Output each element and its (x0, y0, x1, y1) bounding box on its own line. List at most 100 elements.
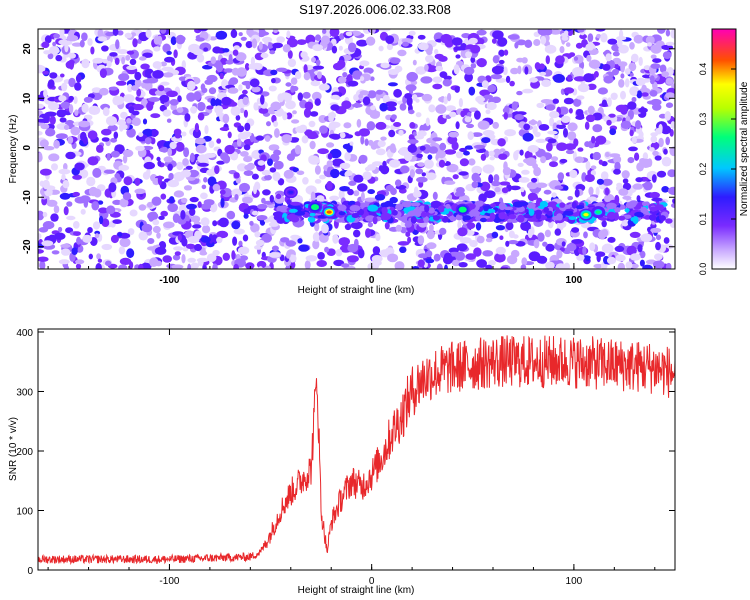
heatmap-cell (332, 234, 339, 244)
heatmap-cell (357, 248, 365, 259)
heatmap-cell (173, 128, 182, 136)
heatmap-cell (367, 90, 377, 99)
heatmap-cell (589, 242, 596, 251)
heatmap-cell (330, 168, 340, 179)
snr-panel: -100 0 100 0 100 200 300 400 Height of straight… (8, 328, 676, 596)
heatmap-cell (71, 247, 78, 255)
heatmap-cell (456, 187, 465, 194)
heatmap-cell (39, 260, 46, 269)
heatmap-cell (640, 233, 653, 243)
heatmap-cell (58, 259, 70, 265)
heatmap-cell (50, 213, 59, 222)
heatmap-cell (542, 241, 548, 247)
heatmap-cell (650, 54, 657, 60)
heatmap-cell (177, 95, 182, 103)
heatmap-cell (521, 257, 528, 266)
heatmap-cell (567, 196, 573, 201)
heatmap-cell (517, 162, 524, 167)
heatmap-cell (308, 155, 320, 165)
heatmap-cell (575, 115, 585, 120)
heatmap-cell (127, 83, 133, 93)
heatmap-band-cell (571, 201, 577, 209)
heatmap-cell (362, 171, 372, 181)
heatmap-cell (524, 66, 529, 75)
heatmap-cell (187, 80, 196, 91)
heatmap-cell (172, 254, 181, 261)
heatmap-cell (377, 140, 386, 148)
heatmap-cell (524, 39, 533, 48)
heatmap-cell (87, 156, 99, 166)
heatmap-cell (222, 113, 230, 124)
heatmap-hot-spot (460, 208, 466, 212)
heatmap-cell (220, 197, 225, 208)
heatmap-cell (203, 177, 208, 183)
heatmap-band-cell (288, 208, 298, 213)
heatmap-band-cell (506, 218, 513, 223)
heatmap-cell (598, 159, 603, 165)
heatmap-cell (488, 174, 494, 184)
heatmap-cell (146, 201, 153, 208)
heatmap-cell (547, 130, 558, 135)
heatmap-cell (92, 221, 101, 230)
heatmap-cell (141, 223, 153, 233)
heatmap-cell (661, 71, 670, 78)
heatmap-cell (629, 72, 634, 77)
snr-y-tick-label: 400 (16, 328, 33, 339)
heatmap-cell (147, 238, 155, 244)
heatmap-band-cell (546, 210, 553, 216)
heatmap-band-cell (380, 212, 392, 221)
heatmap-band-cell (659, 215, 666, 221)
heatmap-cell (491, 38, 497, 44)
heatmap-cell (488, 260, 496, 266)
heatmap-cell (491, 65, 504, 75)
heatmap-cell (451, 141, 459, 151)
heatmap-cell (620, 107, 628, 115)
heatmap-cell (378, 165, 384, 172)
heatmap-cell (517, 65, 522, 75)
heatmap-cell (285, 251, 291, 259)
heatmap-cell (454, 86, 460, 93)
heatmap-cell (482, 250, 494, 257)
heatmap-band-cell (278, 205, 289, 213)
heatmap-cell (200, 236, 211, 243)
heatmap-cell (549, 29, 562, 35)
heatmap-cell (151, 128, 158, 138)
heatmap-cell (438, 159, 446, 168)
heatmap-cell (440, 33, 452, 44)
heatmap-cell (553, 73, 565, 83)
heatmap-cell (376, 89, 383, 95)
heatmap-cell (568, 52, 576, 57)
heatmap-cell (201, 184, 207, 190)
heatmap-cell (352, 70, 363, 80)
heatmap-cell (187, 263, 192, 269)
heatmap-cell (238, 240, 243, 247)
heatmap-band-cell (359, 202, 370, 209)
heatmap-cell (448, 111, 457, 118)
heatmap-cell (667, 169, 675, 178)
heatmap-cell (231, 188, 243, 197)
heatmap-cell (521, 169, 530, 175)
heatmap-cell (582, 246, 587, 256)
heatmap-cell (531, 177, 538, 183)
heatmap-cell (161, 146, 168, 153)
heatmap-cell (561, 36, 569, 41)
heatmap-cell (432, 76, 443, 83)
heatmap-cell (497, 37, 508, 47)
heatmap-cell (120, 111, 128, 119)
heatmap-cell (329, 121, 341, 128)
heatmap-cell (245, 41, 253, 49)
heatmap-cell (174, 251, 181, 256)
heatmap-cell (435, 104, 447, 114)
heatmap-cell (258, 266, 263, 269)
heatmap-cell (304, 260, 311, 269)
heatmap-cell (621, 170, 630, 179)
heatmap-cell (51, 250, 60, 255)
heatmap-cell (261, 169, 271, 176)
heatmap-cell (58, 95, 67, 102)
heatmap-cell (254, 63, 263, 71)
heatmap-cell (183, 185, 193, 191)
heatmap-cell (264, 174, 272, 181)
heatmap-cell (310, 80, 321, 87)
heatmap-cell (655, 127, 663, 135)
heatmap-cell (93, 188, 102, 198)
